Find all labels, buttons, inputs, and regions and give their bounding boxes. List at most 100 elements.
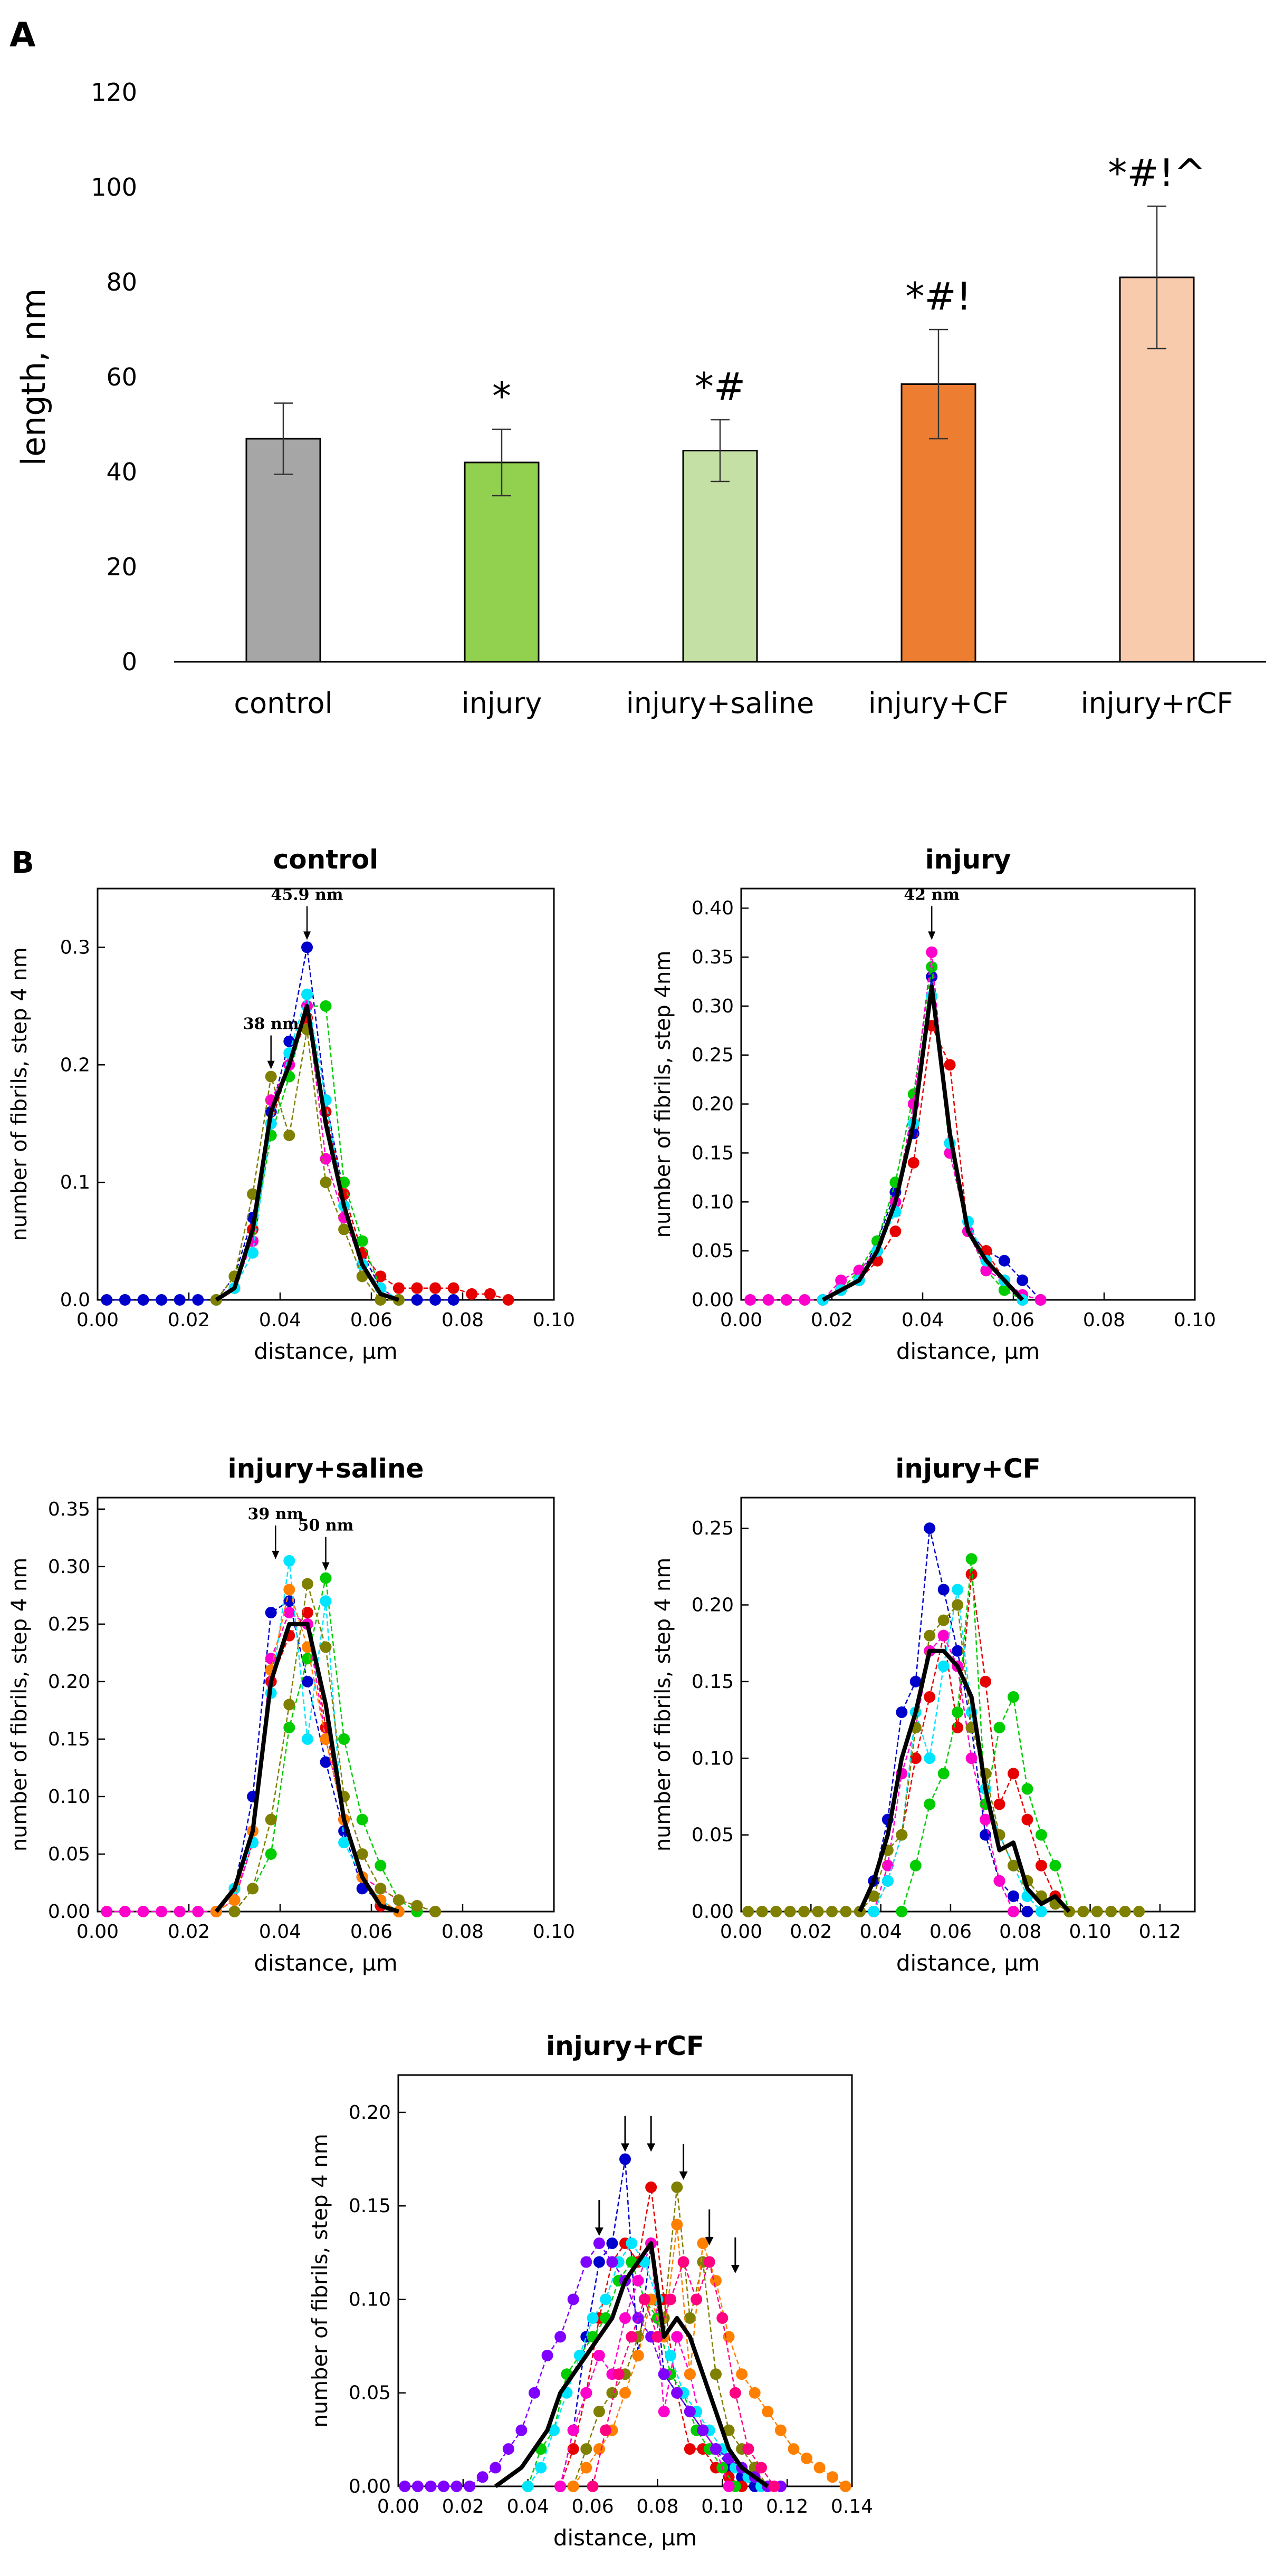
mean-line (214, 1622, 400, 1914)
data-point (1035, 1906, 1047, 1917)
x-tick-label: 0.06 (350, 1309, 392, 1331)
data-point (937, 1584, 950, 1596)
x-tick-label: 0.06 (350, 1921, 392, 1943)
data-point (703, 2256, 715, 2268)
data-point (101, 1294, 113, 1306)
data-point (265, 1813, 277, 1826)
data-point (1008, 1890, 1019, 1902)
data-point (909, 1752, 922, 1764)
data-point (356, 1235, 368, 1247)
data-point (502, 2443, 514, 2455)
data-point (587, 2481, 599, 2492)
data-point (411, 1282, 423, 1294)
data-point (265, 1848, 277, 1860)
x-tick-label: 0.04 (259, 1309, 301, 1331)
plot-injury: injury 0.00 0.02 0.04 0.06 0.08 0.10 0.00 0.05 0.… (651, 844, 1216, 1364)
bar-category-label: injury+CF (868, 687, 1009, 720)
data-point (980, 1265, 992, 1277)
data-point (788, 2443, 800, 2455)
data-point (762, 2406, 774, 2418)
data-point (283, 1722, 295, 1734)
data-point (600, 2424, 612, 2436)
y-tick-label: 0.15 (692, 1671, 734, 1693)
peak-arrowhead (303, 931, 311, 940)
plot-frame (97, 1497, 555, 1913)
data-point (484, 1288, 496, 1300)
data-point (907, 1157, 919, 1169)
x-axis-label: distance, µm (553, 2525, 697, 2551)
y-tick-label: 0.05 (48, 1844, 90, 1865)
plot-title: control (273, 844, 379, 875)
data-point (320, 1176, 332, 1189)
panel-a-label: A (9, 16, 36, 55)
data-point (697, 2424, 709, 2436)
peak-arrowhead (928, 931, 936, 940)
data-point (320, 1756, 332, 1768)
data-point (301, 1578, 313, 1590)
data-point (768, 2481, 780, 2492)
data-point (723, 2481, 735, 2492)
bar-y-tick-label: 120 (91, 78, 137, 107)
data-point (567, 2481, 579, 2492)
peak-label: 50 nm (298, 1517, 354, 1535)
data-point (447, 1294, 459, 1306)
data-point (665, 2349, 676, 2361)
data-point (924, 1629, 936, 1642)
y-axis-label: number of fibrils, step 4 nm (308, 2134, 332, 2427)
data-point (937, 1629, 950, 1642)
data-point (965, 1752, 978, 1764)
bar-y-axis-label: length, nm (14, 288, 53, 466)
data-point (980, 1813, 992, 1826)
data-point (137, 1294, 149, 1306)
data-point (952, 1706, 964, 1719)
data-point (1119, 1906, 1131, 1917)
data-point (671, 2331, 683, 2343)
x-tick-label: 0.04 (860, 1921, 902, 1943)
data-point (827, 2471, 839, 2483)
data-point (839, 2481, 851, 2492)
y-axis-label: number of fibrils, step 4 nm (651, 1558, 675, 1851)
data-point (840, 1906, 852, 1917)
data-point (671, 2218, 683, 2231)
data-point (429, 1906, 442, 1917)
peak-label: 38 nm (243, 1015, 299, 1034)
data-point (425, 2481, 437, 2492)
data-point (580, 2443, 592, 2455)
peak-label: 39 nm (247, 1505, 303, 1523)
data-point (580, 2387, 592, 2399)
data-point (993, 1875, 1005, 1887)
significance-marker: *#! (905, 274, 971, 319)
data-point (464, 2481, 476, 2492)
data-point (723, 2424, 735, 2436)
peak-label: 42 nm (904, 885, 960, 904)
x-tick-label: 0.10 (533, 1921, 575, 1943)
data-point (784, 1906, 796, 1917)
data-point (301, 1733, 313, 1745)
data-point (283, 1607, 295, 1619)
data-point (320, 1595, 332, 1607)
data-point (320, 1000, 332, 1012)
data-point (826, 1906, 838, 1917)
x-tick-label: 0.10 (701, 2496, 743, 2517)
data-point (651, 2331, 664, 2343)
data-point (1021, 1906, 1033, 1917)
data-point (338, 1223, 350, 1236)
data-point (301, 988, 313, 1000)
data-point (174, 1294, 186, 1306)
data-point (729, 2387, 741, 2399)
series-line (107, 947, 454, 1301)
y-tick-label: 0.20 (349, 2102, 391, 2124)
x-tick-label: 0.12 (766, 2496, 808, 2517)
data-point (429, 1294, 442, 1306)
data-point (697, 2237, 709, 2250)
y-tick-label: 0.20 (692, 1094, 734, 1115)
data-point (1008, 1859, 1019, 1871)
data-point (723, 2331, 735, 2343)
y-tick-label: 0.3 (60, 937, 90, 958)
y-tick-label: 0.35 (48, 1499, 90, 1520)
data-point (684, 2443, 696, 2455)
y-axis-label: number of fibrils, step 4 nm (7, 947, 32, 1241)
data-point (952, 1645, 964, 1657)
series-line (901, 1559, 1070, 1912)
